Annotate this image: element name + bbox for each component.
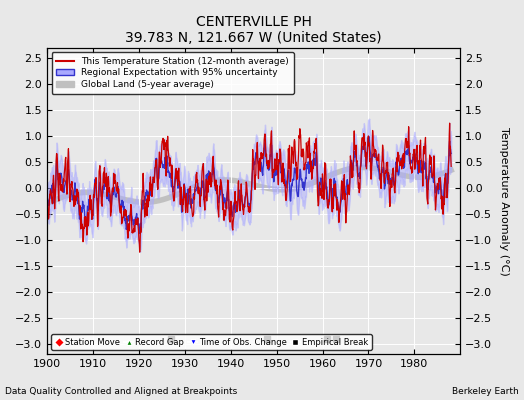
Text: Berkeley Earth: Berkeley Earth	[452, 387, 519, 396]
Text: Data Quality Controlled and Aligned at Breakpoints: Data Quality Controlled and Aligned at B…	[5, 387, 237, 396]
Title: CENTERVILLE PH
39.783 N, 121.667 W (United States): CENTERVILLE PH 39.783 N, 121.667 W (Unit…	[125, 15, 382, 45]
Y-axis label: Temperature Anomaly (°C): Temperature Anomaly (°C)	[499, 126, 509, 275]
Legend: Station Move, Record Gap, Time of Obs. Change, Empirical Break: Station Move, Record Gap, Time of Obs. C…	[51, 334, 372, 350]
